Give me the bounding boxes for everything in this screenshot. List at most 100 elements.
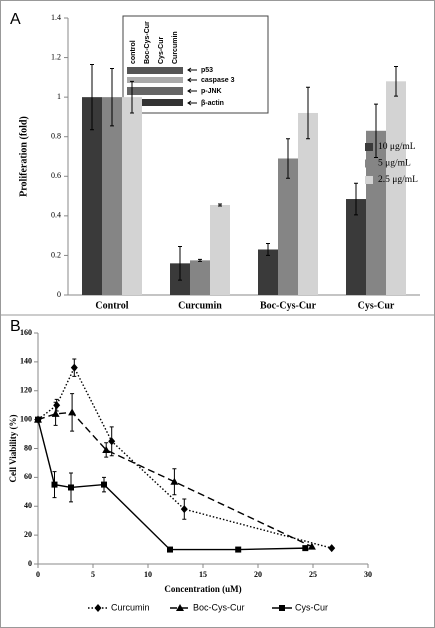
x-tick-label: 20 bbox=[254, 570, 262, 579]
marker bbox=[68, 484, 74, 491]
lane-label: Boc-Cys-Cur bbox=[144, 21, 151, 64]
bar bbox=[298, 112, 318, 295]
legend-label: 2.5 μg/mL bbox=[378, 175, 418, 185]
error-bar bbox=[90, 63, 94, 131]
error-bar bbox=[286, 138, 290, 179]
y-tick-label: 100 bbox=[20, 414, 32, 423]
bar bbox=[82, 97, 102, 296]
bar bbox=[346, 199, 366, 295]
error-bar bbox=[266, 243, 270, 256]
marker bbox=[167, 546, 173, 553]
marker bbox=[108, 437, 116, 446]
blot-inset bbox=[122, 15, 269, 114]
marker bbox=[170, 477, 179, 485]
lane-label: control bbox=[130, 40, 137, 64]
error-bar bbox=[374, 103, 378, 158]
bar bbox=[386, 81, 406, 295]
bar bbox=[102, 97, 122, 296]
band-label: p-JNK bbox=[201, 88, 222, 95]
x-tick-label: 0 bbox=[36, 570, 40, 579]
y-tick-label: 1.4 bbox=[51, 13, 61, 22]
y-tick-label: 0 bbox=[57, 290, 61, 299]
blot-band bbox=[127, 87, 183, 95]
legend-marker bbox=[94, 604, 102, 612]
y-axis-label: Cell Viability (%) bbox=[8, 415, 18, 483]
bar bbox=[190, 260, 210, 295]
marker bbox=[70, 363, 78, 372]
legend-marker bbox=[176, 604, 184, 611]
legend-label: Boc-Cys-Cur bbox=[193, 602, 245, 612]
band-label: caspase 3 bbox=[201, 77, 235, 84]
blot-band bbox=[127, 77, 183, 83]
panel-label: B bbox=[10, 318, 21, 335]
lane-label: Cys-Cur bbox=[158, 36, 165, 64]
x-tick-label: 30 bbox=[364, 570, 372, 579]
marker bbox=[235, 546, 242, 553]
y-axis-label: Proliferation (fold) bbox=[18, 116, 29, 197]
series-line bbox=[37, 366, 332, 549]
marker bbox=[307, 542, 316, 550]
legend-marker bbox=[279, 605, 285, 611]
band-arrow bbox=[187, 88, 197, 94]
legend-swatch bbox=[365, 159, 373, 168]
x-tick-label: 10 bbox=[144, 570, 152, 579]
band-arrow bbox=[187, 77, 197, 83]
bar bbox=[278, 158, 298, 295]
error-bar bbox=[198, 258, 202, 262]
series-line bbox=[37, 411, 313, 548]
y-tick-label: 0.2 bbox=[51, 250, 61, 259]
x-tick-label: 15 bbox=[199, 570, 207, 579]
x-tick-label: Curcumin bbox=[178, 300, 222, 311]
legend-label: 10 μg/mL bbox=[378, 142, 416, 152]
legend-label: 5 μg/mL bbox=[378, 159, 411, 169]
x-tick-label: Boc-Cys-Cur bbox=[260, 300, 317, 311]
marker bbox=[51, 409, 60, 417]
inset-box bbox=[122, 15, 269, 114]
bar bbox=[366, 130, 386, 295]
lane-label: Curcumin bbox=[172, 31, 179, 64]
legend-label: Curcumin bbox=[111, 602, 150, 612]
x-tick-label: 5 bbox=[91, 570, 95, 579]
marker bbox=[102, 445, 111, 453]
marker bbox=[51, 481, 58, 488]
x-tick-label: Cys-Cur bbox=[358, 300, 395, 311]
band-arrow bbox=[187, 67, 197, 73]
marker bbox=[68, 408, 77, 416]
blot-band bbox=[127, 99, 183, 106]
y-tick-label: 0 bbox=[28, 559, 32, 568]
legend-swatch bbox=[365, 143, 373, 151]
y-tick-label: 120 bbox=[20, 386, 32, 395]
band-arrow bbox=[187, 100, 197, 106]
blot-band bbox=[127, 67, 183, 74]
error-bar bbox=[306, 86, 310, 140]
bar bbox=[258, 249, 278, 295]
marker bbox=[302, 545, 309, 552]
x-tick-label: 25 bbox=[309, 570, 317, 579]
error-bar bbox=[130, 80, 134, 114]
y-tick-label: 1 bbox=[57, 92, 61, 101]
bar bbox=[210, 204, 230, 295]
y-tick-label: 0.4 bbox=[51, 211, 61, 220]
error-bar bbox=[178, 246, 182, 281]
y-tick-label: 80 bbox=[24, 443, 32, 452]
x-axis-label: Concentration (uM) bbox=[164, 584, 241, 594]
error-bar bbox=[394, 65, 398, 97]
marker bbox=[328, 544, 336, 553]
y-tick-label: 0.8 bbox=[51, 132, 61, 141]
band-label: p53 bbox=[201, 67, 213, 74]
y-tick-label: 40 bbox=[24, 501, 32, 510]
marker bbox=[101, 481, 107, 488]
x-tick-label: Control bbox=[95, 300, 128, 311]
bar bbox=[122, 97, 142, 296]
y-tick-label: 0.6 bbox=[51, 171, 61, 180]
y-tick-label: 140 bbox=[20, 357, 32, 366]
error-bar bbox=[218, 203, 222, 207]
y-tick-label: 1.2 bbox=[51, 52, 61, 61]
y-tick-label: 160 bbox=[20, 328, 32, 337]
error-bar bbox=[354, 182, 358, 216]
marker bbox=[53, 401, 61, 410]
legend-swatch bbox=[365, 176, 373, 184]
marker bbox=[35, 416, 41, 423]
